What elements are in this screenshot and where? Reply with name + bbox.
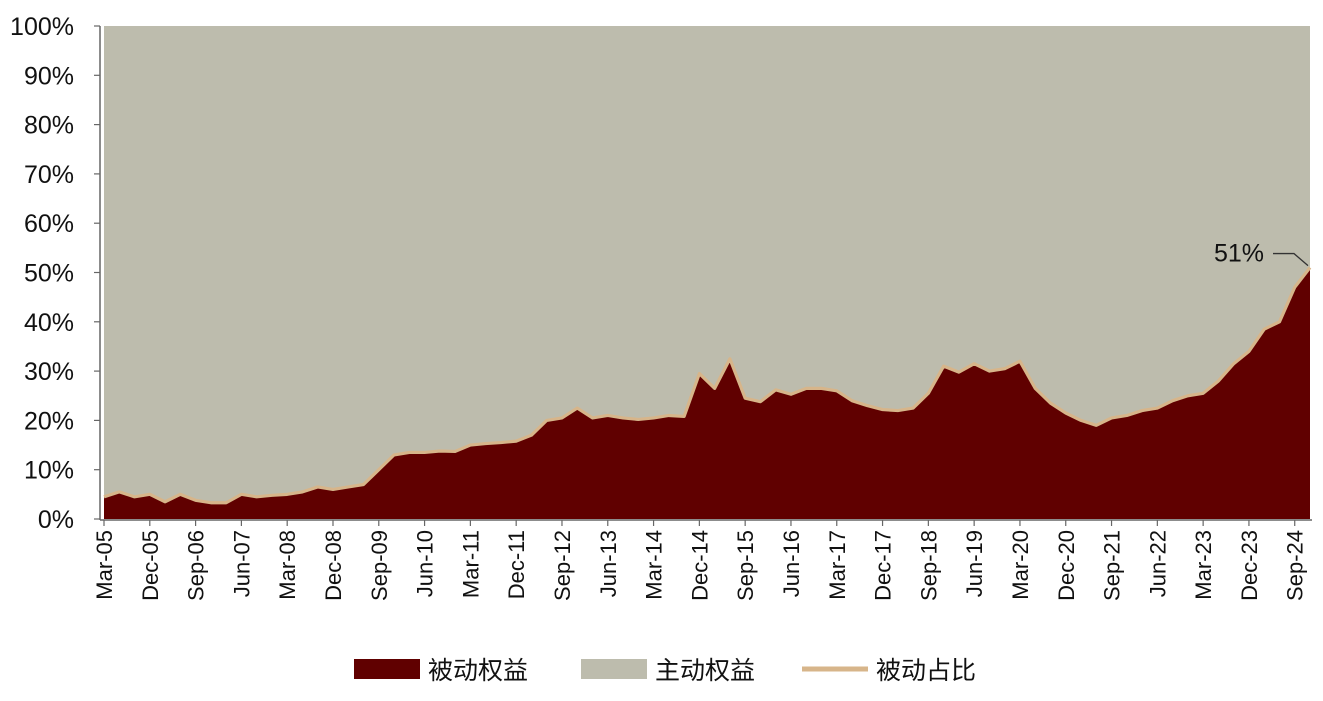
y-tick-label: 10% [24, 457, 74, 485]
plot-area [103, 26, 1312, 519]
x-tick-label: Mar-23 [1191, 530, 1216, 600]
x-tick-label: Jun-16 [779, 530, 804, 597]
legend-swatch-active [581, 659, 647, 679]
x-tick-label: Mar-08 [275, 530, 300, 600]
area-active-equity [104, 26, 1310, 503]
y-tick-label: 20% [24, 407, 74, 435]
x-tick-label: Dec-11 [504, 530, 529, 599]
x-tick-label: Jun-19 [962, 530, 987, 597]
x-tick-label: Jun-07 [229, 530, 254, 597]
annotation-label: 51% [1214, 240, 1264, 268]
annotation-leader-line [1273, 252, 1309, 267]
x-tick-label: Mar-17 [825, 530, 850, 600]
x-tick-label: Dec-08 [321, 530, 346, 601]
x-tick-label: Sep-21 [1100, 530, 1125, 601]
x-tick-label: Jun-13 [596, 530, 621, 597]
x-tick-label: Dec-05 [138, 530, 163, 601]
x-tick-label: Sep-15 [733, 530, 758, 601]
x-tick-label: Dec-14 [687, 530, 712, 601]
legend-item-passive: 被动权益 [354, 657, 528, 685]
legend-item-share: 被动占比 [802, 657, 976, 685]
x-tick-label: Mar-14 [642, 530, 667, 600]
y-tick-label: 30% [24, 358, 74, 386]
area-passive-equity [104, 267, 1310, 519]
line-passive-share [103, 266, 1312, 505]
legend-swatch-passive [354, 659, 420, 679]
axes: 0% 10% 20% 30% 40% 50% 60% 70% 80% 90% 100% Mar-05 D… [10, 13, 1312, 601]
legend-label-active: 主动权益 [655, 657, 755, 685]
legend-item-active: 主动权益 [581, 657, 755, 685]
y-tick-label: 100% [10, 13, 74, 41]
x-tick-label: Mar-05 [92, 530, 117, 600]
x-tick-label: Sep-09 [367, 530, 392, 601]
y-tick-label: 0% [38, 506, 74, 534]
y-tick-label: 70% [24, 161, 74, 189]
annotations: 51% [1214, 240, 1309, 268]
legend-label-passive: 被动权益 [428, 657, 528, 685]
y-tick-label: 60% [24, 210, 74, 238]
x-tick-label: Jun-22 [1145, 530, 1170, 597]
x-tick-label: Sep-24 [1283, 530, 1308, 601]
x-tick-label: Dec-20 [1054, 530, 1079, 601]
x-tick-label: Sep-06 [184, 530, 209, 601]
y-tick-label: 50% [24, 260, 74, 288]
x-tick-label: Mar-11 [458, 530, 483, 598]
y-tick-label: 40% [24, 309, 74, 337]
x-tick-label: Jun-10 [413, 530, 438, 597]
x-tick-label: Sep-18 [916, 530, 941, 601]
x-tick-label: Sep-12 [550, 530, 575, 601]
y-tick-label: 90% [24, 62, 74, 90]
x-tick-label: Dec-23 [1237, 530, 1262, 601]
x-tick-label: Dec-17 [871, 530, 896, 601]
y-tick-label: 80% [24, 112, 74, 140]
legend: 被动权益 主动权益 被动占比 [354, 657, 976, 685]
legend-label-share: 被动占比 [876, 657, 976, 685]
x-tick-label: Mar-20 [1008, 530, 1033, 600]
